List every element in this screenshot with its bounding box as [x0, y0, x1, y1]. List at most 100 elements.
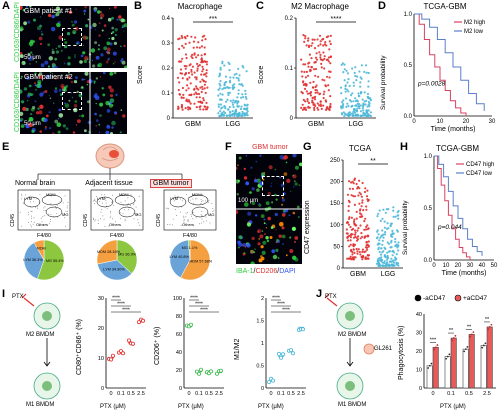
cell-dot: [83, 59, 87, 64]
cell-dot: [84, 129, 87, 133]
data-point: [347, 209, 350, 212]
y-tick-label: 0.0: [424, 258, 433, 264]
data-point: [328, 105, 332, 108]
cell-dot: [265, 201, 270, 206]
zoom-box-2: [62, 92, 82, 110]
flow-event: [186, 194, 187, 195]
flow-event: [65, 214, 67, 216]
data-point: [246, 110, 249, 113]
gate-mdm: [114, 194, 136, 206]
data-point: [305, 44, 308, 47]
y-tick-label: 200: [330, 180, 341, 186]
bar: [444, 356, 451, 389]
cell-dot: [74, 100, 78, 103]
cell-dot: [39, 24, 42, 28]
cell-dot: [275, 248, 279, 252]
data-point: [182, 46, 185, 49]
cell-dot: [281, 226, 285, 230]
cell-dot: [99, 114, 102, 117]
data-point: [352, 84, 356, 87]
cell-dot: [62, 124, 66, 128]
cell-dot: [44, 126, 47, 128]
data-point: [322, 96, 325, 100]
sig-label: ****: [190, 296, 198, 302]
gate-label: Others: [109, 222, 121, 227]
flow-event: [21, 225, 23, 227]
cell-dot: [292, 154, 297, 158]
gate-label: MDM: [192, 192, 202, 197]
x-tick-label: 0: [269, 391, 272, 397]
data-point: [347, 239, 350, 242]
data-point: [314, 74, 317, 77]
data-point: [240, 83, 243, 86]
data-point: [302, 63, 305, 66]
cell-dot: [260, 214, 265, 218]
cell-dot: [285, 254, 288, 257]
data-point: [311, 96, 314, 99]
data-point: [189, 107, 192, 110]
data-point: [361, 235, 364, 238]
data-point: [314, 88, 317, 92]
data-point: [197, 65, 200, 68]
flow-event: [50, 221, 51, 223]
cell-dot: [32, 123, 35, 126]
data-point: [389, 225, 392, 228]
data-point: [348, 180, 351, 183]
data-point: [237, 89, 240, 92]
data-point: [184, 67, 187, 70]
data-point: [359, 85, 362, 88]
flow-event: [48, 213, 49, 215]
cell-dot: [75, 124, 78, 126]
data-point: [364, 228, 368, 231]
cell-dot: [56, 122, 62, 127]
cell-dot: [70, 80, 74, 84]
data-point: [326, 58, 329, 61]
data-point: [434, 346, 437, 349]
cell-dot: [115, 113, 117, 115]
data-point: [358, 191, 361, 194]
patient-2-label: GBM patient #2: [24, 74, 73, 81]
data-point: [199, 80, 202, 83]
cell-dot: [120, 45, 122, 48]
data-point: [360, 195, 363, 198]
cell-dot: [106, 125, 111, 129]
data-point: [311, 99, 314, 102]
flow-event: [187, 219, 189, 221]
data-point: [198, 105, 201, 109]
data-point: [313, 98, 317, 101]
flow-event: [133, 212, 135, 214]
cell-dot: [81, 78, 84, 81]
gate-label: Others: [36, 222, 48, 227]
cell-dot: [237, 164, 239, 166]
cell-dot: [281, 197, 284, 199]
pie-label: MG 1.1%: [182, 246, 198, 250]
data-point: [364, 235, 367, 238]
flow-event: [202, 200, 204, 202]
sig-label: ***: [430, 337, 437, 343]
bar: [426, 365, 433, 389]
data-point: [200, 90, 203, 94]
data-point: [224, 86, 227, 90]
data-point: [204, 91, 207, 95]
cell-dot: [39, 92, 44, 97]
cell-dot: [114, 28, 118, 32]
gate-label: LYM: [97, 196, 105, 201]
cell-dot: [54, 87, 58, 90]
flow-event: [191, 215, 192, 217]
data-point: [312, 80, 315, 83]
cell-dot: [94, 112, 97, 116]
f-title: GBM tumor: [252, 144, 288, 151]
cell-dot: [300, 203, 302, 205]
data-point: [219, 92, 222, 95]
data-point: [360, 64, 363, 67]
flow-event: [32, 223, 34, 225]
data-point: [244, 89, 247, 92]
data-point: [379, 253, 383, 256]
data-point: [342, 103, 345, 106]
data-point: [356, 229, 359, 232]
cell-dot: [51, 50, 55, 55]
cell-dot: [20, 89, 23, 94]
flow-event: [136, 213, 138, 215]
data-point: [316, 102, 319, 105]
data-point: [305, 70, 308, 73]
